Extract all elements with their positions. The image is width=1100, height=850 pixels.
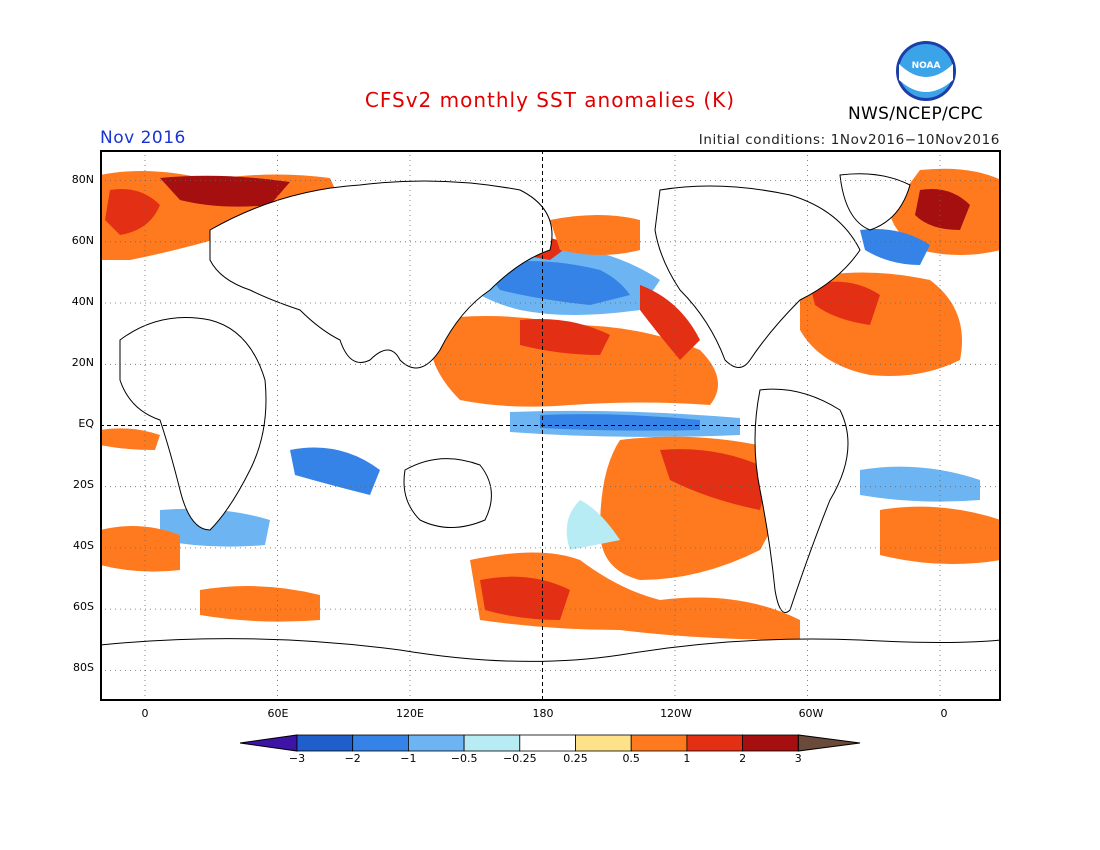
colorbar-swatch	[575, 734, 632, 752]
noaa-logo: NOAA	[896, 41, 956, 101]
longitude-label: 60W	[798, 707, 824, 720]
month-label: Nov 2016	[100, 128, 186, 148]
colorbar-swatch	[742, 734, 799, 752]
continents	[100, 173, 1001, 701]
reference-lines	[100, 150, 1001, 701]
anomaly-patch	[915, 189, 970, 230]
latitude-label: 40N	[71, 295, 94, 308]
colorbar-label: −0.5	[450, 752, 478, 765]
anomaly-patch	[430, 316, 718, 407]
colorbar-swatch	[352, 734, 409, 752]
anomaly-patch	[100, 526, 180, 572]
colorbar-label: 2	[739, 752, 747, 765]
colorbar-swatch	[463, 734, 521, 752]
anomaly-patch	[100, 428, 160, 450]
longitude-label: 0	[940, 707, 948, 720]
colorbar-label: −3	[288, 752, 306, 765]
colorbar-label: −0.25	[502, 752, 537, 765]
logo-text: NOAA	[912, 61, 941, 71]
anomaly-patch	[160, 508, 270, 547]
latitude-label: 60N	[71, 234, 94, 247]
latitude-label: 20N	[71, 356, 94, 369]
colorbar-label: −2	[344, 752, 361, 765]
landmass-greenland	[839, 173, 911, 231]
longitude-label: 60E	[267, 707, 289, 720]
anomaly-patch	[480, 261, 630, 305]
anomaly-patch	[860, 229, 930, 265]
latitude-label: 40S	[73, 539, 94, 552]
colorbar-label: 0.25	[563, 752, 588, 765]
anomaly-patch	[660, 449, 770, 510]
colorbar-max-arrow	[797, 734, 861, 752]
agency-label: NWS/NCEP/CPC	[848, 104, 983, 124]
anomaly-patch	[480, 576, 570, 620]
anomaly-patch	[105, 189, 160, 235]
colorbar-label: 1	[683, 752, 691, 765]
latitude-label: 20S	[73, 478, 94, 491]
anomaly-patch	[566, 500, 620, 550]
longitude-label: 180	[532, 707, 554, 720]
colorbar-swatch	[630, 734, 688, 752]
anomaly-patch	[160, 175, 290, 207]
colorbar-swatch	[296, 734, 354, 752]
latitude-label: 80N	[71, 173, 94, 186]
anomaly-patch	[540, 414, 700, 431]
landmass-africa	[119, 317, 267, 531]
colorbar-swatch	[519, 734, 576, 752]
initial-conditions-label: Initial conditions: 1Nov2016−10Nov2016	[698, 132, 1000, 148]
landmass-australia	[403, 458, 492, 528]
latitude-label: EQ	[78, 417, 94, 430]
colorbar	[240, 734, 861, 752]
anomaly-patch	[200, 586, 320, 622]
anomaly-patch	[550, 215, 640, 255]
page-title: CFSv2 monthly SST anomalies (K)	[364, 88, 736, 112]
latitude-label: 60S	[73, 600, 94, 613]
anomaly-patch	[290, 447, 380, 495]
anomaly-patch	[640, 285, 700, 360]
longitude-label: 0	[141, 707, 149, 720]
landmass-south-america	[754, 388, 849, 613]
sst-anomaly-map	[100, 150, 1001, 701]
landmass-north-america	[654, 185, 861, 368]
latitude-label: 80S	[73, 661, 94, 674]
colorbar-label: 3	[794, 752, 802, 765]
longitude-label: 120E	[396, 707, 424, 720]
anomaly-patch	[860, 466, 980, 502]
colorbar-label: −1	[400, 752, 417, 765]
colorbar-swatch	[407, 734, 465, 752]
anomaly-patch	[880, 506, 1001, 564]
longitude-label: 120W	[660, 707, 692, 720]
colorbar-swatch	[686, 734, 743, 752]
colorbar-min-arrow	[240, 734, 298, 752]
landmass-antarctica	[100, 638, 1001, 701]
landmass-eurasia	[209, 180, 553, 369]
colorbar-label: 0.5	[622, 752, 640, 765]
